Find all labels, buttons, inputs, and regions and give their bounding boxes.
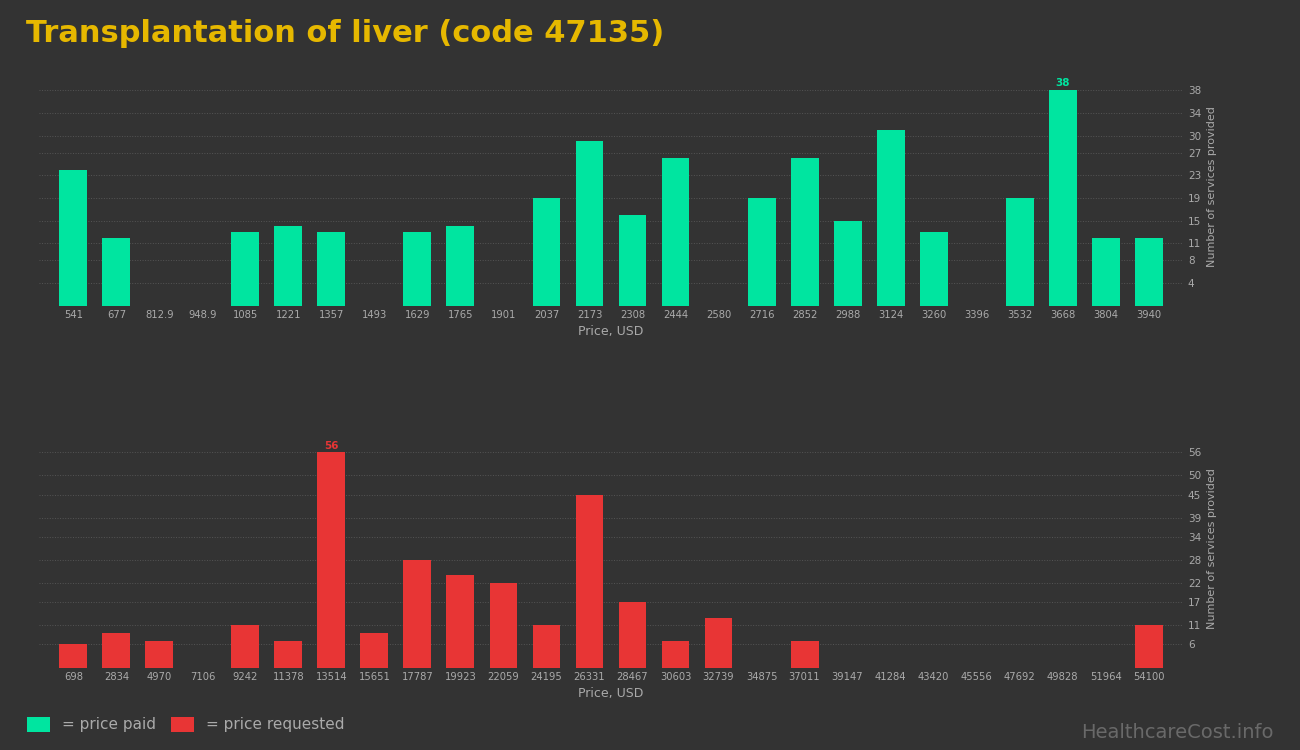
Bar	[446, 575, 474, 668]
Text: HealthcareCost.info: HealthcareCost.info	[1082, 724, 1274, 742]
Bar	[790, 158, 819, 305]
Bar	[360, 633, 389, 668]
Bar	[1006, 198, 1034, 305]
Bar	[1049, 90, 1076, 305]
Bar	[876, 130, 905, 305]
Bar	[403, 560, 432, 668]
Bar	[533, 198, 560, 305]
Y-axis label: Number of services provided: Number of services provided	[1206, 106, 1217, 267]
Bar	[446, 226, 474, 305]
Bar	[705, 617, 732, 668]
Bar	[790, 640, 819, 668]
Bar	[490, 583, 517, 668]
Bar	[919, 232, 948, 305]
Bar	[146, 640, 173, 668]
Y-axis label: Number of services provided: Number of services provided	[1206, 468, 1217, 629]
Bar	[662, 640, 689, 668]
Bar	[619, 602, 646, 668]
Bar	[317, 452, 346, 668]
Bar	[274, 226, 303, 305]
Text: 56: 56	[324, 441, 339, 451]
Bar	[231, 626, 260, 668]
Bar	[403, 232, 432, 305]
Bar	[662, 158, 689, 305]
X-axis label: Price, USD: Price, USD	[578, 325, 644, 338]
Bar	[274, 640, 303, 668]
Bar	[576, 141, 603, 305]
Legend: = price paid, = price requested: = price paid, = price requested	[21, 710, 351, 739]
Bar	[60, 644, 87, 668]
Bar	[533, 626, 560, 668]
Bar	[1135, 626, 1162, 668]
Bar	[103, 238, 130, 305]
Bar	[747, 198, 776, 305]
Bar	[60, 170, 87, 305]
Bar	[103, 633, 130, 668]
Text: 38: 38	[1056, 78, 1070, 88]
Bar	[231, 232, 260, 305]
Text: Transplantation of liver (code 47135): Transplantation of liver (code 47135)	[26, 19, 664, 48]
Bar	[576, 495, 603, 668]
Bar	[619, 215, 646, 305]
Bar	[1092, 238, 1119, 305]
Bar	[317, 232, 346, 305]
Bar	[833, 220, 862, 305]
Bar	[1135, 238, 1162, 305]
X-axis label: Price, USD: Price, USD	[578, 686, 644, 700]
